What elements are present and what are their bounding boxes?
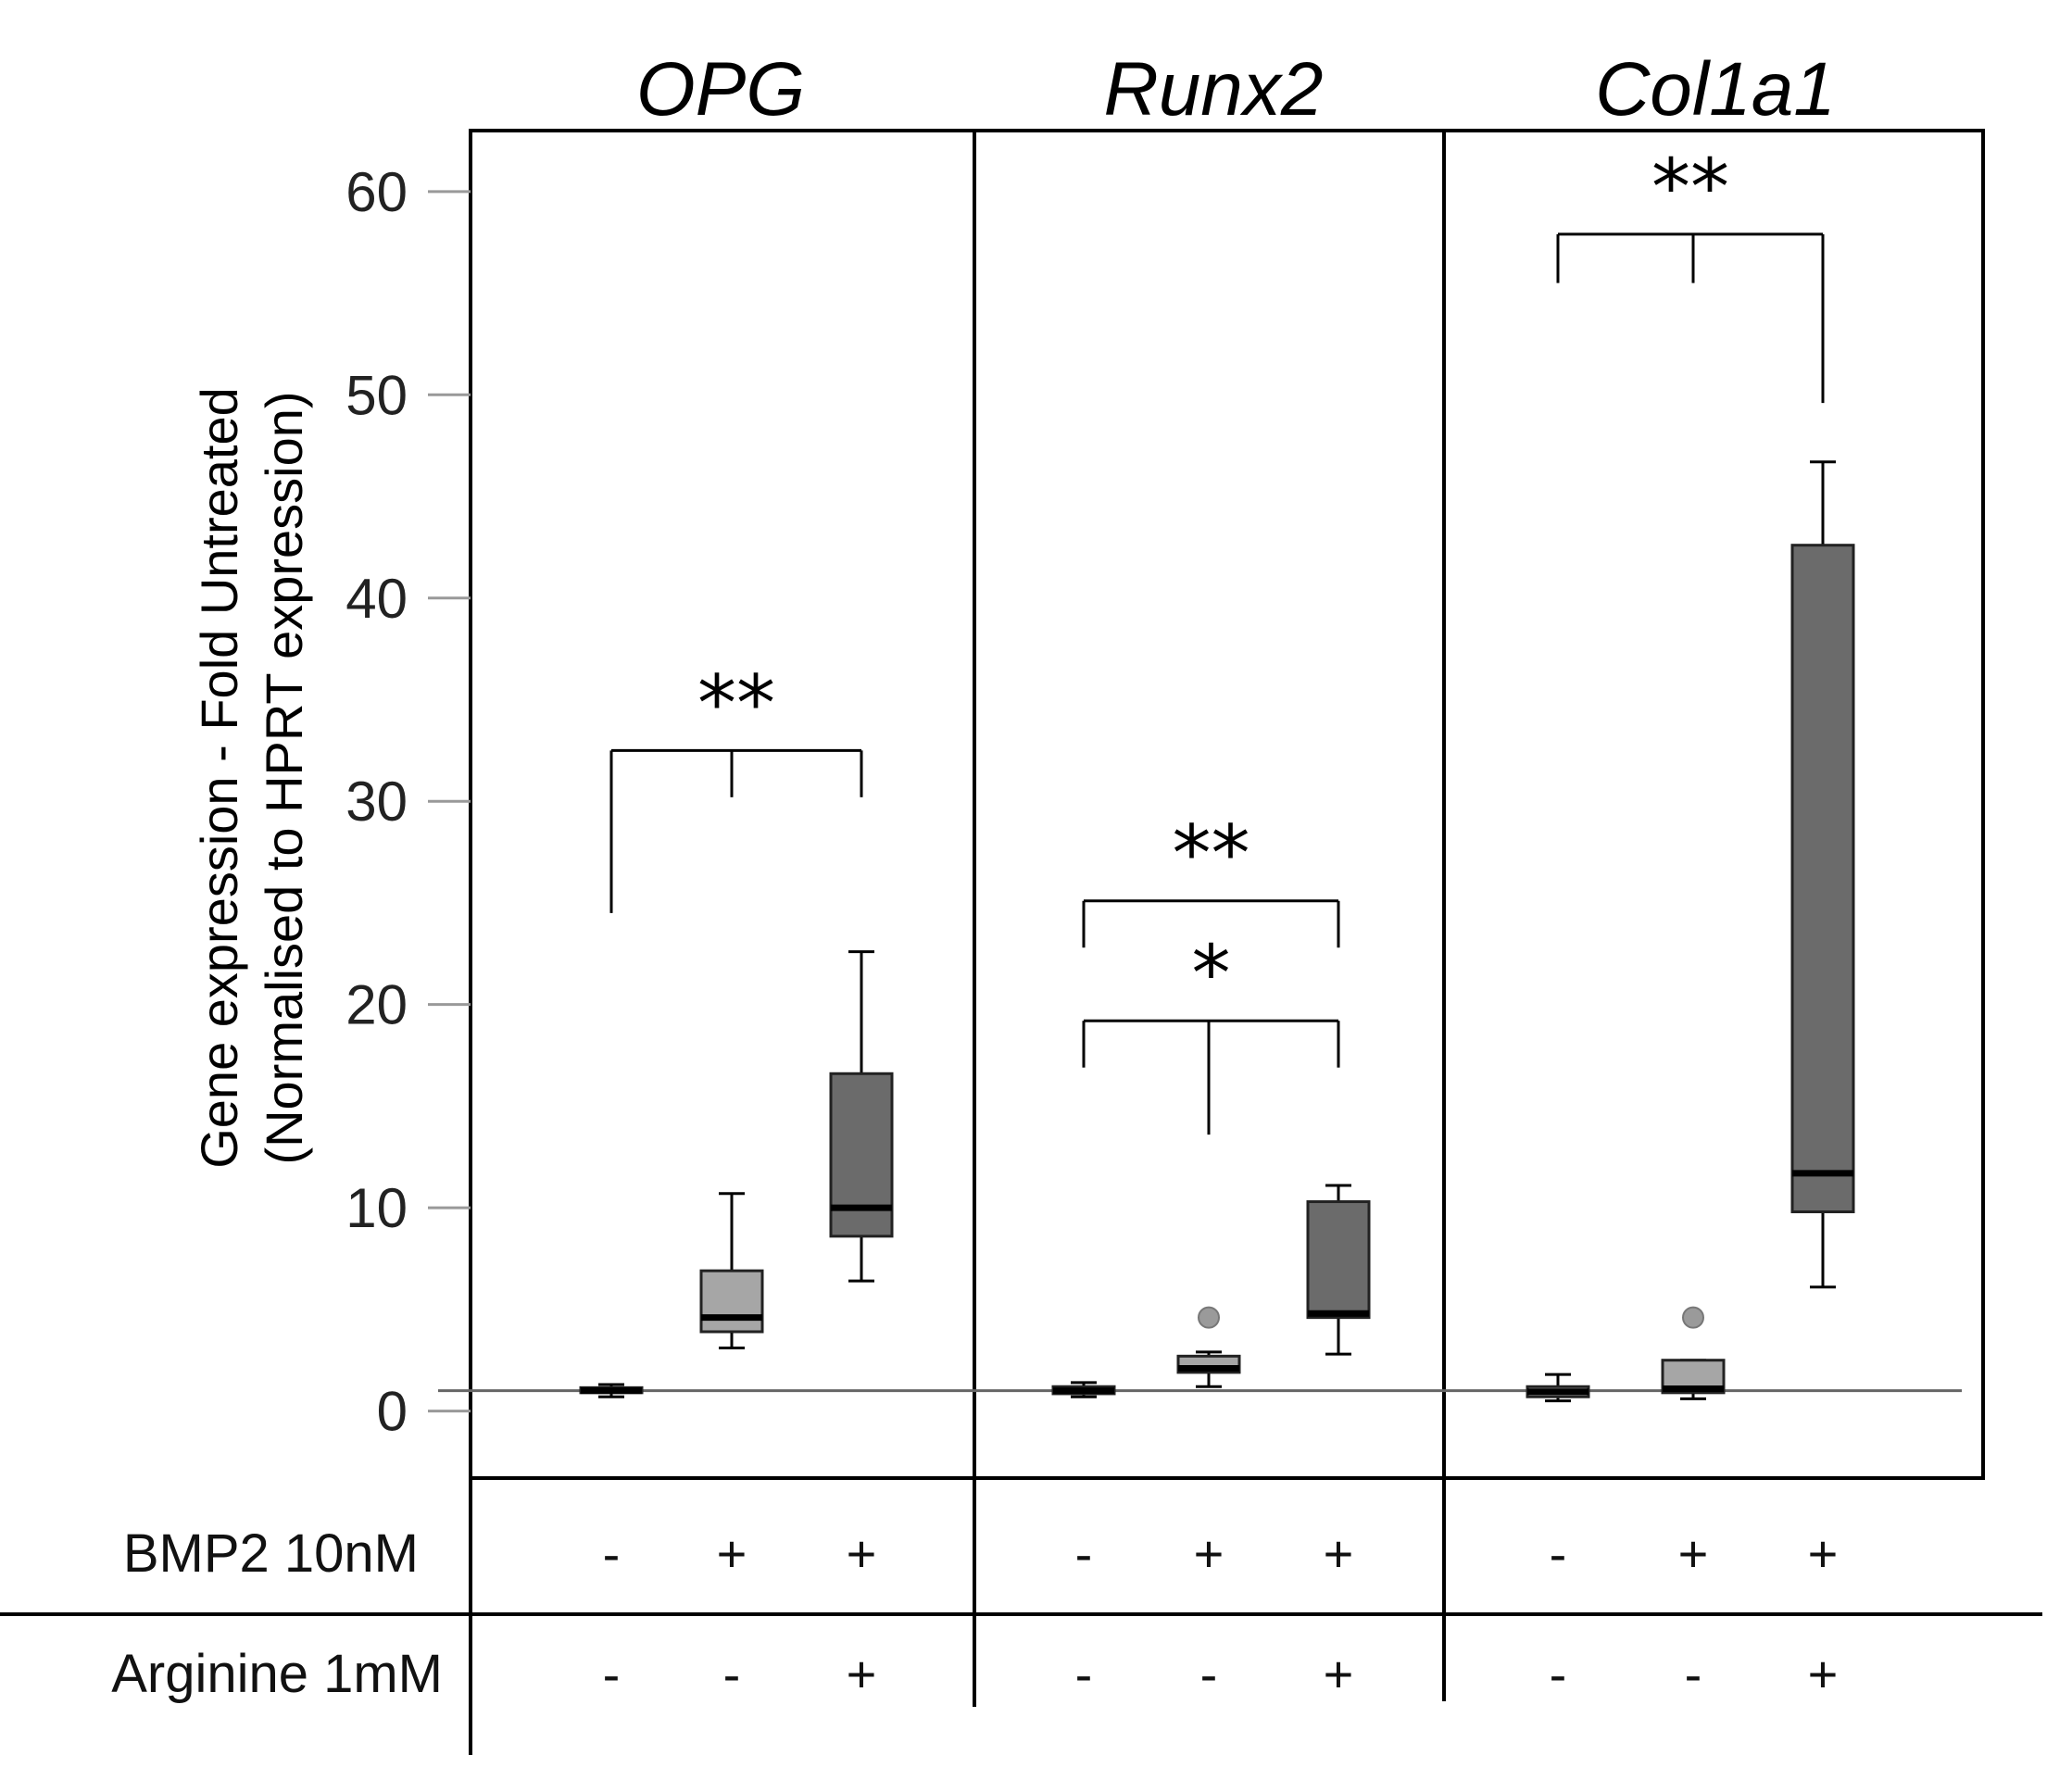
condition-marker: + <box>1194 1524 1224 1583</box>
y-axis: 0 10 20 30 40 50 60 <box>345 161 471 1443</box>
box-runx2-0 <box>1051 1381 1116 1398</box>
box-col1a1-0 <box>1526 1373 1590 1403</box>
significance-bracket-runx2-0: ** <box>1082 809 1340 948</box>
significance-layer: ******* <box>609 142 1825 1135</box>
condition-marker: - <box>1200 1645 1218 1703</box>
condition-marker: + <box>1678 1524 1709 1583</box>
box-col1a1-2 <box>1790 460 1855 1289</box>
box-iqr <box>1790 544 1855 1214</box>
box-opg-2 <box>829 950 894 1283</box>
outlier-point <box>1682 1306 1704 1329</box>
y-tick-label: 50 <box>345 364 408 426</box>
significance-label: * <box>1192 928 1231 1019</box>
box-col1a1-1 <box>1661 1306 1726 1400</box>
boxes-layer <box>579 460 1855 1403</box>
y-axis-label-group: Gene expression - Fold Untreated (Normal… <box>190 387 313 1169</box>
box-iqr <box>699 1269 764 1334</box>
significance-bracket-opg-0: ** <box>609 658 863 913</box>
y-tick-label: 30 <box>345 771 408 833</box>
box-iqr <box>1306 1200 1371 1320</box>
treatment-conditions: - + + - + + - + + - - + - - + - - + <box>603 1524 1839 1703</box>
condition-marker: - <box>1075 1524 1093 1583</box>
condition-marker: - <box>1550 1645 1567 1703</box>
box-opg-1 <box>699 1192 764 1350</box>
significance-bracket-col1a1-0: ** <box>1556 142 1825 404</box>
condition-marker: + <box>1324 1645 1354 1703</box>
condition-marker: - <box>1685 1645 1702 1703</box>
y-axis-label-line2: (Normalised to HPRT expression) <box>255 391 313 1164</box>
significance-label: ** <box>697 658 775 748</box>
y-axis-label-line1: Gene expression - Fold Untreated <box>190 387 248 1169</box>
row-label-bmp2: BMP2 10nM <box>123 1523 419 1584</box>
significance-label: ** <box>1651 142 1729 232</box>
condition-marker: + <box>1808 1645 1839 1703</box>
y-tick-label: 0 <box>377 1381 408 1443</box>
y-tick-label: 10 <box>345 1177 408 1239</box>
condition-marker: - <box>1550 1524 1567 1583</box>
box-runx2-1 <box>1176 1306 1241 1388</box>
y-tick-label: 40 <box>345 568 408 630</box>
panel-title-opg: OPG <box>636 47 805 132</box>
condition-marker: - <box>1075 1645 1093 1703</box>
panel-title-runx2: Runx2 <box>1103 47 1323 132</box>
condition-marker: + <box>1324 1524 1354 1583</box>
y-tick-label: 60 <box>345 161 408 223</box>
condition-marker: + <box>1808 1524 1839 1583</box>
condition-marker: + <box>847 1524 877 1583</box>
outlier-point <box>1198 1306 1220 1329</box>
box-runx2-2 <box>1306 1184 1371 1356</box>
condition-marker: + <box>847 1645 877 1703</box>
condition-marker: - <box>723 1645 741 1703</box>
box-opg-0 <box>579 1383 644 1398</box>
significance-bracket-runx2-1: * <box>1082 928 1340 1135</box>
panel-title-col1a1: Col1a1 <box>1595 47 1836 132</box>
significance-label: ** <box>1173 809 1250 899</box>
y-tick-label: 20 <box>345 974 408 1036</box>
condition-marker: - <box>603 1524 621 1583</box>
condition-marker: - <box>603 1645 621 1703</box>
box-iqr <box>829 1072 894 1238</box>
condition-marker: + <box>717 1524 747 1583</box>
plot-frame <box>469 129 1985 1480</box>
row-label-arginine: Arginine 1mM <box>111 1644 443 1704</box>
